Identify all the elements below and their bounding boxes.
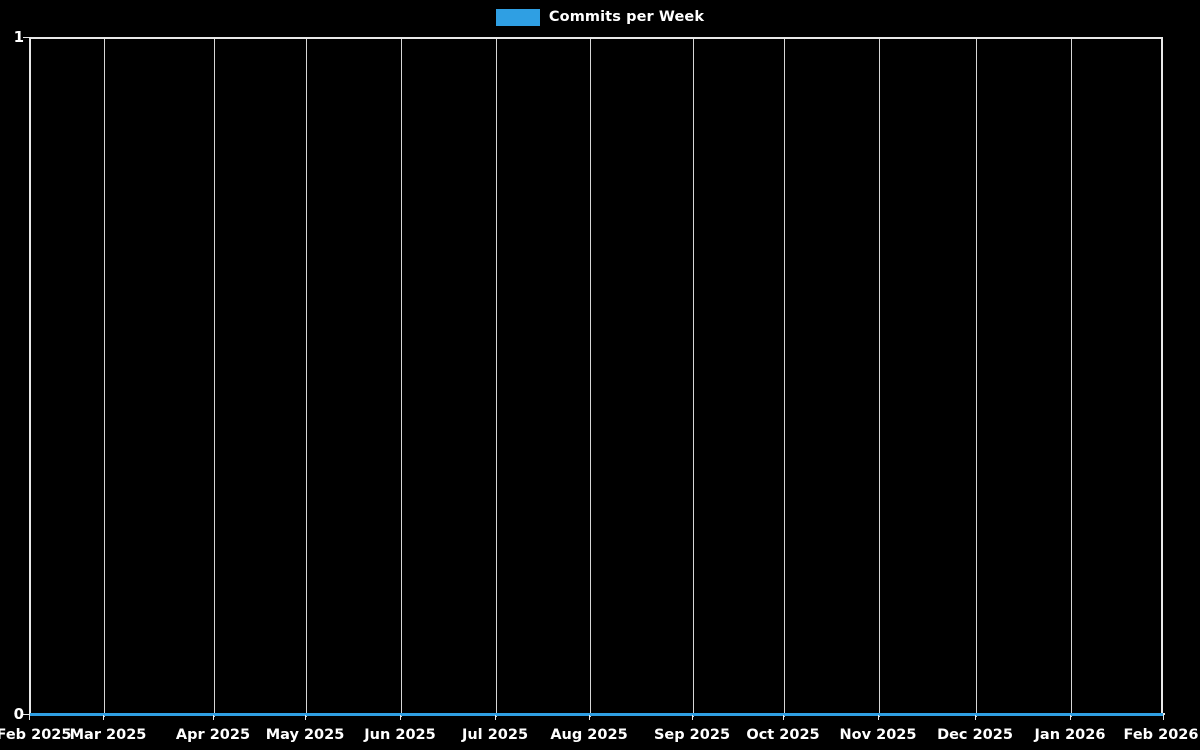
x-tick-mark (400, 715, 401, 720)
x-tick-mark (103, 715, 104, 720)
x-tick-label: Dec 2025 (937, 727, 1013, 743)
x-tick-label: Mar 2025 (69, 727, 147, 743)
gridline-vertical (976, 39, 977, 717)
x-tick-label: Jan 2026 (1034, 727, 1106, 743)
x-tick-label: Nov 2025 (839, 727, 917, 743)
x-tick-label: Feb 2025 (0, 727, 72, 743)
x-tick-mark (1163, 715, 1164, 720)
x-tick-mark (589, 715, 590, 720)
legend-label-commits-per-week: Commits per Week (548, 9, 705, 25)
y-tick-mark (23, 37, 29, 38)
x-tick-label: Feb 2026 (1123, 727, 1199, 743)
gridline-vertical (401, 39, 402, 717)
x-tick-mark (1070, 715, 1071, 720)
x-tick-label: Jun 2025 (364, 727, 436, 743)
x-tick-mark (305, 715, 306, 720)
x-tick-label: May 2025 (265, 727, 345, 743)
legend-swatch-commits-per-week (495, 8, 540, 26)
x-tick-mark (975, 715, 976, 720)
y-tick-mark (23, 714, 29, 715)
x-tick-label: Oct 2025 (746, 727, 820, 743)
x-tick-label: Aug 2025 (550, 727, 628, 743)
gridline-vertical (784, 39, 785, 717)
gridline-vertical (214, 39, 215, 717)
gridline-vertical (590, 39, 591, 717)
x-tick-mark (783, 715, 784, 720)
x-tick-mark (495, 715, 496, 720)
gridline-vertical (879, 39, 880, 717)
x-tick-mark (878, 715, 879, 720)
x-tick-mark (29, 715, 30, 720)
series-line-commits-per-week (30, 713, 1163, 716)
gridline-vertical (1071, 39, 1072, 717)
x-tick-label: Apr 2025 (175, 727, 251, 743)
x-tick-label: Sep 2025 (653, 727, 731, 743)
x-tick-label: Jul 2025 (461, 727, 529, 743)
plot-area (29, 37, 1163, 717)
x-tick-mark (692, 715, 693, 720)
gridline-vertical (104, 39, 105, 717)
chart-legend: Commits per Week (0, 4, 1200, 30)
y-tick-label-bottom: 0 (13, 705, 24, 723)
y-tick-label-top: 1 (13, 28, 24, 46)
gridline-vertical (693, 39, 694, 717)
gridline-vertical (496, 39, 497, 717)
gridline-vertical (306, 39, 307, 717)
x-tick-mark (213, 715, 214, 720)
